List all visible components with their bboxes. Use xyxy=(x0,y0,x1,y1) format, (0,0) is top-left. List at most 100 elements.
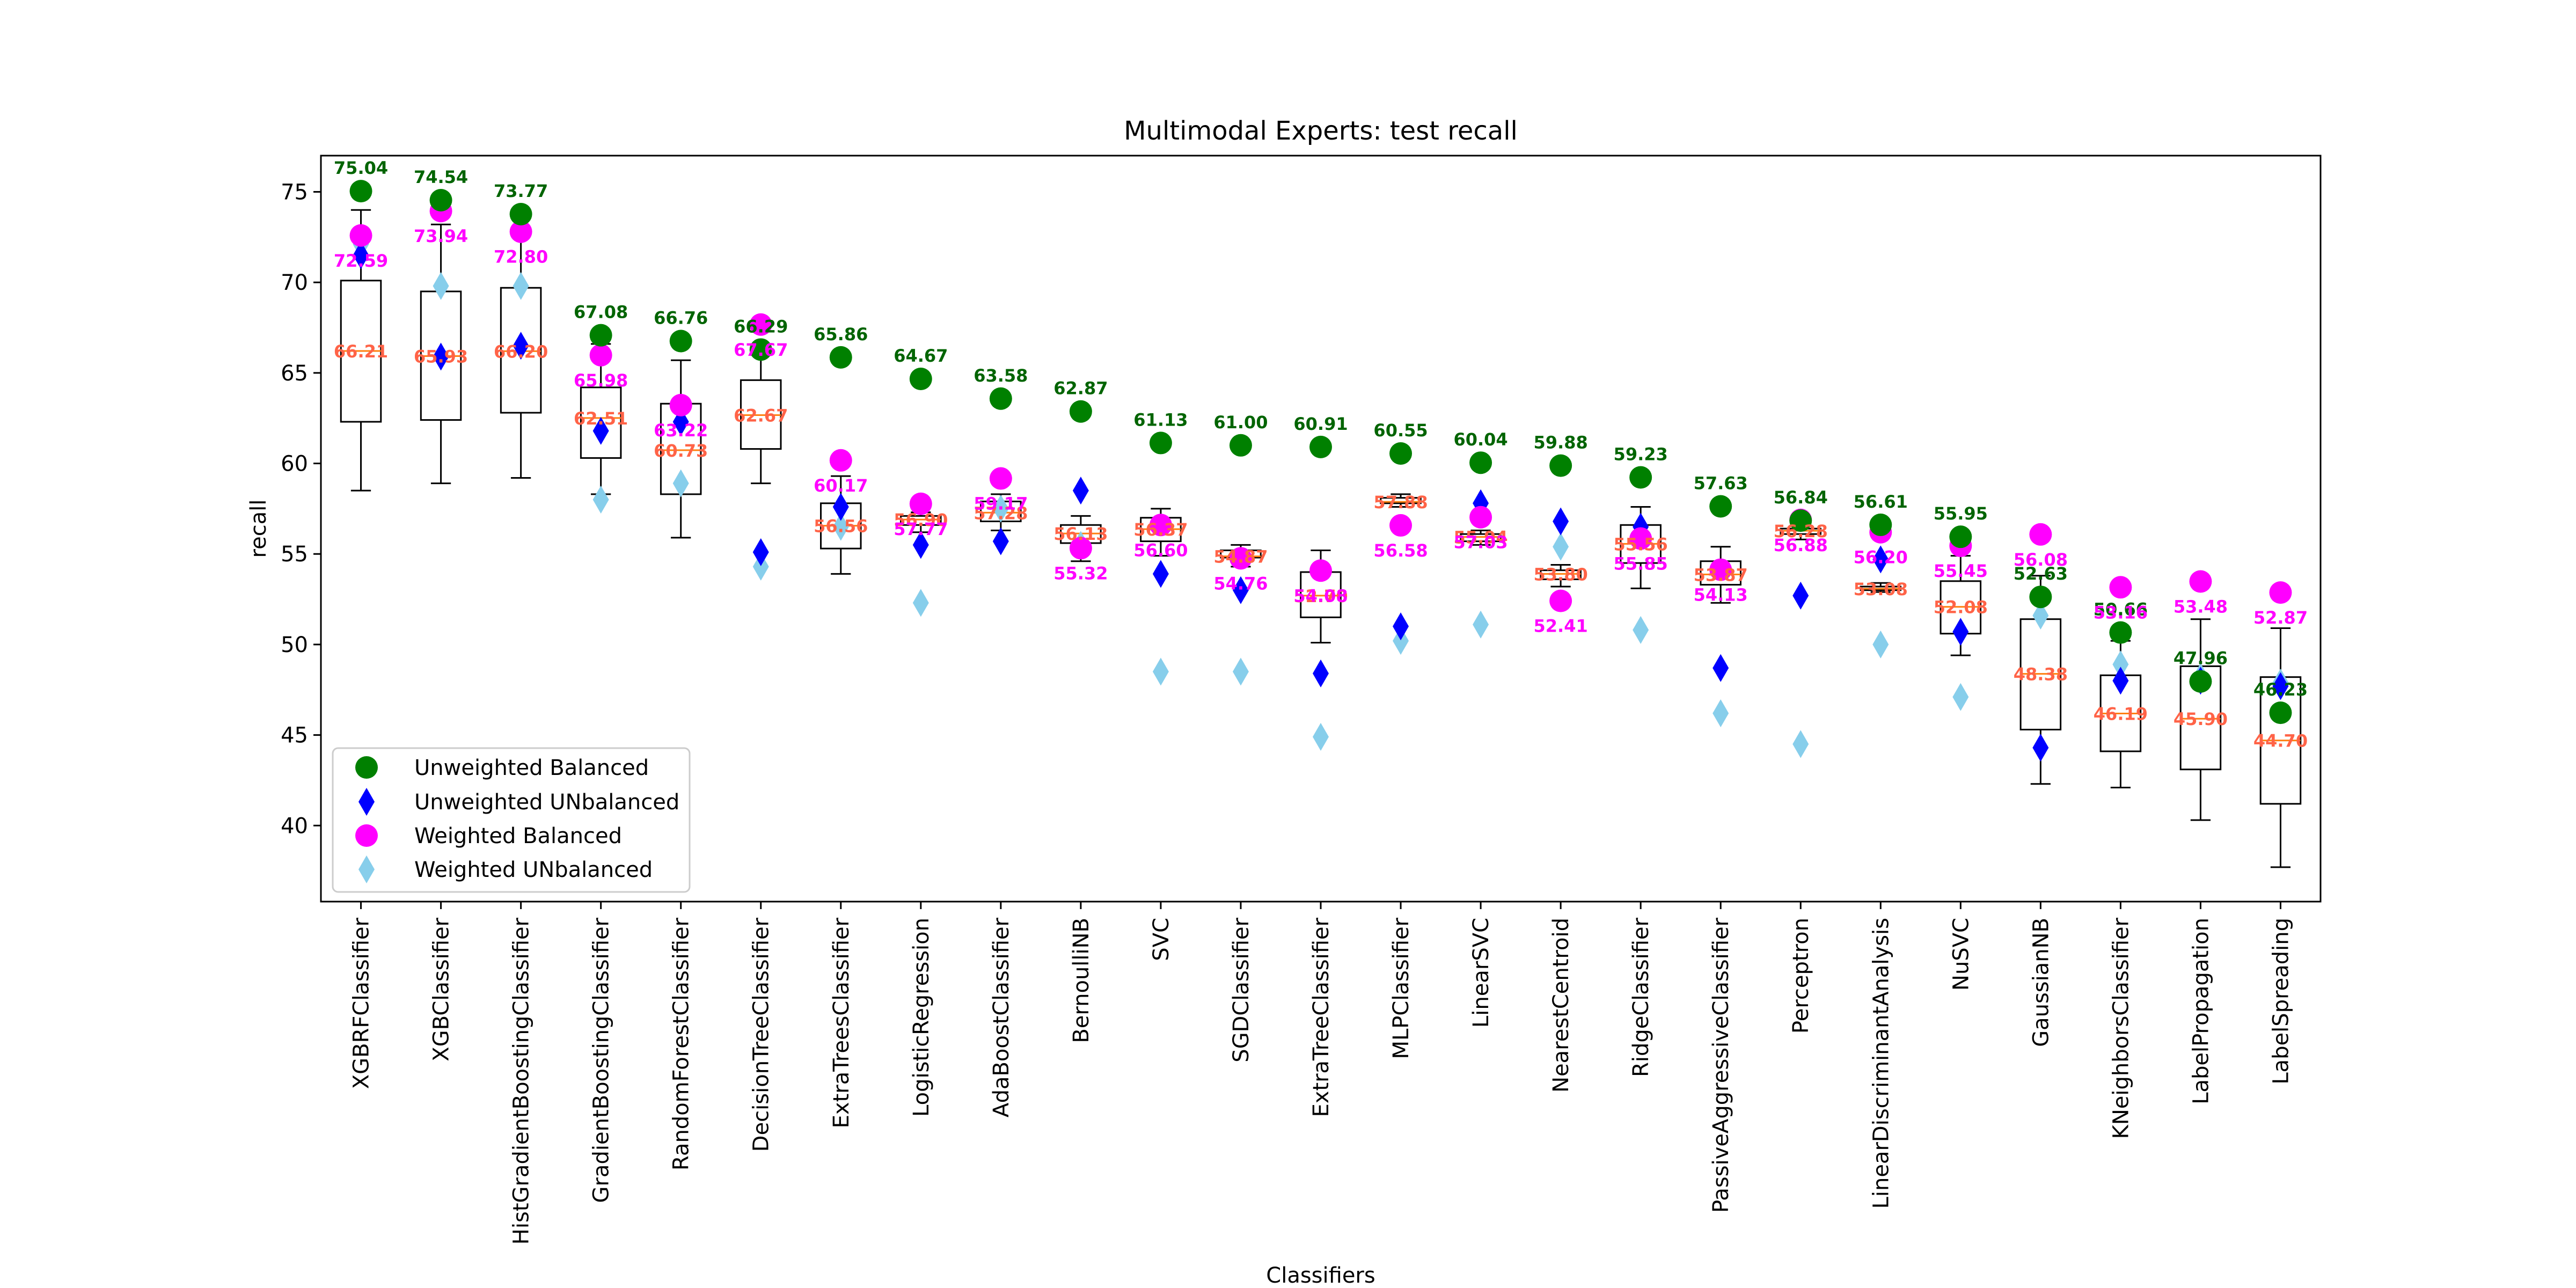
marker-3 xyxy=(672,469,689,497)
unweighted-balanced-label: 75.04 xyxy=(334,158,388,178)
unweighted-balanced-label: 60.04 xyxy=(1453,429,1507,450)
marker-0 xyxy=(1149,431,1172,455)
x-tick-label: RandomForestClassifier xyxy=(669,917,694,1170)
marker-1 xyxy=(2272,672,2289,700)
marker-2 xyxy=(1469,506,1492,529)
median-label: 52.70 xyxy=(1293,586,1348,606)
x-axis: XGBRFClassifier XGBClassifier HistGradient… xyxy=(349,902,2293,1245)
marker-1 xyxy=(1792,581,1809,610)
x-tick-label: ExtraTreesClassifier xyxy=(829,917,854,1128)
unweighted-balanced-label: 46.23 xyxy=(2253,679,2308,700)
y-tick-label: 50 xyxy=(281,633,308,657)
median-label: 57.88 xyxy=(1373,492,1428,513)
unweighted-balanced-label: 63.58 xyxy=(974,365,1028,386)
median-label: 62.67 xyxy=(734,405,788,426)
median-label: 45.90 xyxy=(2174,709,2228,729)
weighted-balanced-label: 60.17 xyxy=(814,475,868,496)
marker-2 xyxy=(1309,559,1332,582)
weighted-balanced-label: 54.13 xyxy=(1694,585,1748,605)
weighted-balanced-label: 53.16 xyxy=(2094,602,2148,623)
weighted-balanced-label: 56.88 xyxy=(1774,535,1828,555)
marker-1 xyxy=(1313,659,1329,687)
median-label: 56.56 xyxy=(814,516,868,537)
weighted-balanced-label: 57.77 xyxy=(894,519,948,539)
marker-2 xyxy=(1069,537,1092,560)
weighted-balanced-label: 55.85 xyxy=(1614,554,1668,574)
marker-3 xyxy=(832,513,849,541)
weighted-balanced-label: 54.76 xyxy=(1213,573,1268,594)
marker-2 xyxy=(2029,523,2052,546)
x-tick-label: Perceptron xyxy=(1789,918,1813,1034)
weighted-balanced-label: 63.22 xyxy=(654,420,708,441)
marker-0 xyxy=(1389,442,1413,465)
unweighted-balanced-label: 52.63 xyxy=(2014,564,2068,584)
median-label: 46.19 xyxy=(2094,704,2148,724)
marker-0 xyxy=(1229,434,1252,457)
marker-1 xyxy=(992,527,1009,555)
marker-2 xyxy=(1229,547,1252,570)
weighted-balanced-label: 67.67 xyxy=(734,340,788,360)
x-tick-label: LogisticRegression xyxy=(909,918,934,1117)
marker-0 xyxy=(1869,513,1892,536)
y-tick-label: 45 xyxy=(281,723,308,748)
marker-0 xyxy=(909,367,932,390)
x-tick-label: SVC xyxy=(1149,918,1174,961)
unweighted-balanced-label: 56.61 xyxy=(1854,492,1908,512)
marker-0 xyxy=(1789,509,1812,532)
x-tick-label: HistGradientBoostingClassifier xyxy=(509,917,534,1245)
unweighted-balanced-label: 66.76 xyxy=(654,308,708,328)
marker-0 xyxy=(1469,451,1492,474)
marker-0 xyxy=(1309,435,1332,458)
marker-3 xyxy=(752,552,769,581)
y-tick-label: 75 xyxy=(281,180,308,204)
marker-0 xyxy=(2189,670,2212,693)
x-tick-label: LabelPropagation xyxy=(2189,918,2213,1104)
weighted-balanced-label: 56.08 xyxy=(2014,550,2068,570)
marker-2 xyxy=(1549,589,1572,612)
x-tick-label: LinearSVC xyxy=(1469,918,1494,1028)
legend-label: Weighted Balanced xyxy=(414,824,622,848)
legend-frame xyxy=(332,747,691,893)
x-tick-label: BernoulliNB xyxy=(1069,918,1094,1043)
marker-0 xyxy=(669,330,692,353)
marker-0 xyxy=(1549,454,1572,477)
median-label: 56.37 xyxy=(1133,519,1188,540)
unweighted-balanced-label: 47.96 xyxy=(2174,648,2228,669)
median-label: 55.94 xyxy=(1453,528,1507,548)
y-tick-label: 70 xyxy=(281,270,308,295)
marker-1 xyxy=(912,531,929,559)
legend-label: Unweighted Balanced xyxy=(414,756,649,780)
marker-1 xyxy=(433,342,449,371)
unweighted-balanced-label: 55.95 xyxy=(1934,503,1988,524)
x-tick-label: GaussianNB xyxy=(2029,918,2053,1047)
marker-0 xyxy=(2109,621,2132,644)
marker-1 xyxy=(1232,576,1249,604)
y-tick-label: 65 xyxy=(281,361,308,386)
weighted-balanced-label: 59.17 xyxy=(974,494,1028,514)
unweighted-balanced-label: 67.08 xyxy=(574,302,628,323)
weighted-balanced-label: 56.58 xyxy=(1373,540,1428,561)
marker-3 xyxy=(1393,627,1409,655)
y-axis-label: recall xyxy=(246,500,271,558)
legend-label: Unweighted UNbalanced xyxy=(414,790,679,815)
x-tick-label: MLPClassifier xyxy=(1389,917,1414,1059)
legend-label: Weighted UNbalanced xyxy=(414,858,653,882)
marker-3 xyxy=(433,272,449,300)
weighted-balanced-label: 72.80 xyxy=(494,247,548,267)
median-label: 65.93 xyxy=(414,346,468,367)
x-tick-label: RidgeClassifier xyxy=(1629,917,1653,1077)
x-tick-label: SGDClassifier xyxy=(1229,917,1254,1062)
marker-1 xyxy=(513,332,529,360)
x-tick-label: PassiveAggressiveClassifier xyxy=(1709,917,1733,1212)
unweighted-balanced-label: 74.54 xyxy=(414,167,468,187)
marker-1 xyxy=(1952,618,1969,646)
y-axis: 40 45 50 55 60 65 70 75 xyxy=(281,180,321,838)
marker-1 xyxy=(2032,734,2049,762)
marker-3 xyxy=(513,272,529,300)
marker-1 xyxy=(2112,667,2129,695)
data-labels: 66.21 75.04 72.59 65.93 74.54 73.94 66.20 73.77… xyxy=(334,158,2308,751)
median-label: 56.90 xyxy=(894,510,948,530)
marker-1 xyxy=(1713,654,1729,682)
marker-2 xyxy=(1709,558,1732,581)
